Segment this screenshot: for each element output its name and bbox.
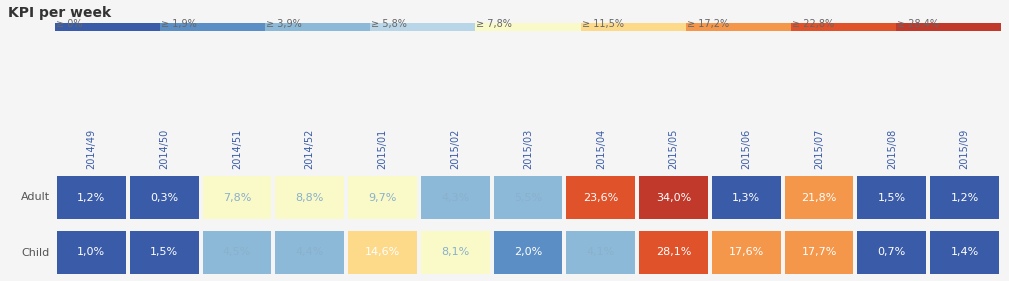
Text: ≥ 3,9%: ≥ 3,9% [266,19,302,29]
Text: 2015/06: 2015/06 [742,129,752,169]
Text: 17,6%: 17,6% [728,248,764,257]
Text: 5,5%: 5,5% [514,192,542,203]
Bar [566,231,635,274]
Bar [275,231,344,274]
Text: 1,4%: 1,4% [950,248,979,257]
Text: ≥ 11,5%: ≥ 11,5% [581,19,624,29]
Bar [858,176,926,219]
Bar [348,176,417,219]
Text: 2015/07: 2015/07 [814,129,824,169]
Bar [639,176,708,219]
Bar [421,231,489,274]
Text: 8,8%: 8,8% [296,192,324,203]
Text: 2014/49: 2014/49 [87,129,97,169]
Text: 4,3%: 4,3% [441,192,469,203]
Text: ≥ 28,4%: ≥ 28,4% [897,19,939,29]
Bar [930,231,999,274]
Bar [493,176,562,219]
Text: 2015/08: 2015/08 [887,129,897,169]
Bar [57,176,126,219]
Bar [785,231,854,274]
Text: 1,5%: 1,5% [878,192,906,203]
Text: 2015/05: 2015/05 [669,129,678,169]
Bar [370,23,475,31]
Bar [203,231,271,274]
Text: KPI per week: KPI per week [8,6,111,20]
Text: ≥ 22,8%: ≥ 22,8% [792,19,833,29]
Bar [580,23,686,31]
Bar [160,23,265,31]
Text: 2015/09: 2015/09 [960,129,970,169]
Text: 1,2%: 1,2% [950,192,979,203]
Bar [130,231,199,274]
Text: 28,1%: 28,1% [656,248,691,257]
Text: 14,6%: 14,6% [365,248,401,257]
Text: 34,0%: 34,0% [656,192,691,203]
Text: 2015/01: 2015/01 [377,129,387,169]
Bar [639,231,708,274]
Bar [930,176,999,219]
Text: Child: Child [22,248,50,257]
Bar [55,23,160,31]
Text: 1,0%: 1,0% [78,248,106,257]
Text: 2015/04: 2015/04 [595,129,605,169]
Bar [493,231,562,274]
Bar [686,23,791,31]
Bar [203,176,271,219]
Text: 21,8%: 21,8% [801,192,836,203]
Bar [566,176,635,219]
Bar [791,23,896,31]
Text: 2015/03: 2015/03 [523,129,533,169]
Bar [348,231,417,274]
Text: 0,3%: 0,3% [150,192,179,203]
Text: ≥ 1,9%: ≥ 1,9% [161,19,197,29]
Bar [57,231,126,274]
Bar [712,176,781,219]
Bar [265,23,370,31]
Text: 7,8%: 7,8% [223,192,251,203]
Bar [896,23,1001,31]
Text: ≥ 5,8%: ≥ 5,8% [371,19,408,29]
Bar [130,176,199,219]
Text: 0,7%: 0,7% [878,248,906,257]
Bar [421,176,489,219]
Text: 2015/02: 2015/02 [450,129,460,169]
Text: 2014/50: 2014/50 [159,129,170,169]
Text: 4,5%: 4,5% [223,248,251,257]
Text: 1,5%: 1,5% [150,248,179,257]
Text: 4,1%: 4,1% [586,248,614,257]
Bar [475,23,580,31]
Text: 4,4%: 4,4% [296,248,324,257]
Text: 23,6%: 23,6% [583,192,619,203]
Text: 1,2%: 1,2% [78,192,106,203]
Text: 2014/52: 2014/52 [305,129,315,169]
Bar [785,176,854,219]
Text: 9,7%: 9,7% [368,192,397,203]
Text: ≥ 7,8%: ≥ 7,8% [476,19,513,29]
Text: 8,1%: 8,1% [441,248,469,257]
Text: ≥ 0%: ≥ 0% [57,19,83,29]
Text: ≥ 17,2%: ≥ 17,2% [687,19,728,29]
Text: 1,3%: 1,3% [733,192,761,203]
Bar [712,231,781,274]
Text: 2014/51: 2014/51 [232,129,242,169]
Bar [275,176,344,219]
Text: Adult: Adult [21,192,50,203]
Text: 17,7%: 17,7% [801,248,836,257]
Bar [858,231,926,274]
Text: 2,0%: 2,0% [514,248,542,257]
